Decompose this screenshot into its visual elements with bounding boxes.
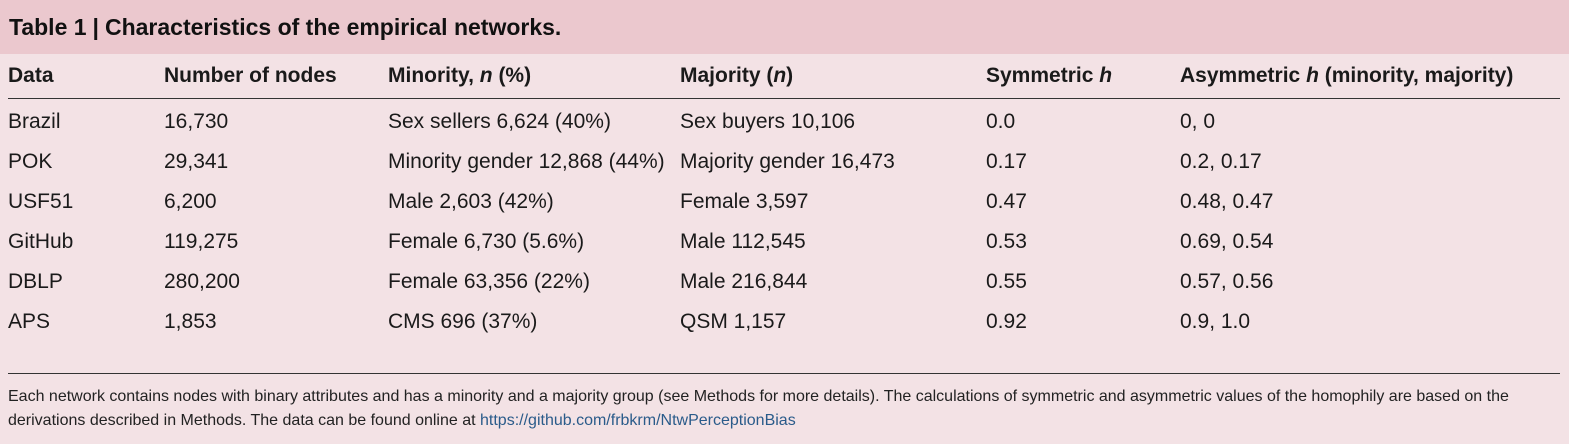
- cell-majority: Majority gender 16,473: [680, 150, 895, 173]
- cell-symmetric: 0.92: [986, 310, 1027, 333]
- cell-nodes: 29,341: [164, 150, 229, 173]
- cell-asymmetric: 0.69, 0.54: [1180, 230, 1274, 253]
- cell-minority: Female 6,730 (5.6%): [388, 230, 585, 253]
- table-header-row: Data Number of nodes Minority, n (%) Maj…: [8, 54, 1560, 99]
- cell-majority: QSM 1,157: [680, 310, 787, 333]
- cell-symmetric: 0.53: [986, 230, 1027, 253]
- asymmetric-header-suffix: (minority, majority): [1318, 64, 1514, 87]
- cell-symmetric: 0.0: [986, 110, 1016, 133]
- cell-minority: Minority gender 12,868 (44%): [388, 150, 665, 173]
- column-header-nodes: Number of nodes: [164, 54, 388, 99]
- symmetric-header-var: h: [1099, 64, 1113, 87]
- cell-symmetric: 0.55: [986, 270, 1027, 293]
- column-header-data: Data: [8, 54, 164, 99]
- column-header-asymmetric: Asymmetric h (minority, majority): [1180, 54, 1560, 99]
- cell-data: Brazil: [8, 110, 61, 133]
- table-row: GitHub 119,275 Female 6,730 (5.6%) Male …: [8, 221, 1560, 261]
- cell-data: APS: [8, 310, 51, 333]
- minority-header-suffix: (%): [492, 64, 532, 87]
- majority-header-suffix: ): [786, 64, 794, 87]
- cell-nodes: 16,730: [164, 110, 229, 133]
- table-footnote: Each network contains nodes with binary …: [8, 385, 1560, 433]
- cell-asymmetric: 0, 0: [1180, 110, 1216, 133]
- cell-nodes: 1,853: [164, 310, 217, 333]
- table-row: DBLP 280,200 Female 63,356 (22%) Male 21…: [8, 261, 1560, 301]
- cell-nodes: 6,200: [164, 190, 217, 213]
- table-row: POK 29,341 Minority gender 12,868 (44%) …: [8, 141, 1560, 181]
- symmetric-header-prefix: Symmetric: [986, 64, 1100, 87]
- cell-majority: Male 112,545: [680, 230, 806, 253]
- column-header-majority: Majority (n): [680, 54, 986, 99]
- cell-nodes: 119,275: [164, 230, 239, 253]
- cell-minority: Male 2,603 (42%): [388, 190, 554, 213]
- table-title: Table 1 | Characteristics of the empirical…: [0, 0, 1569, 54]
- cell-data: USF51: [8, 190, 74, 213]
- table-row: Brazil 16,730 Sex sellers 6,624 (40%) Se…: [8, 99, 1560, 142]
- majority-header-var: n: [773, 64, 787, 87]
- cell-data: GitHub: [8, 230, 74, 253]
- table-bottom-rule: [8, 373, 1560, 374]
- cell-asymmetric: 0.57, 0.56: [1180, 270, 1274, 293]
- footnote-link[interactable]: https://github.com/frbkrm/NtwPerceptionB…: [480, 412, 796, 429]
- cell-minority: Sex sellers 6,624 (40%): [388, 110, 611, 133]
- cell-data: DBLP: [8, 270, 63, 293]
- table-label: Table 1: [9, 13, 87, 40]
- cell-nodes: 280,200: [164, 270, 240, 293]
- cell-symmetric: 0.17: [986, 150, 1027, 173]
- table-row: USF51 6,200 Male 2,603 (42%) Female 3,59…: [8, 181, 1560, 221]
- cell-symmetric: 0.47: [986, 190, 1027, 213]
- cell-minority: CMS 696 (37%): [388, 310, 538, 333]
- asymmetric-header-var: h: [1306, 64, 1319, 87]
- cell-asymmetric: 0.2, 0.17: [1180, 150, 1262, 173]
- asymmetric-header-prefix: Asymmetric: [1180, 64, 1307, 87]
- column-header-symmetric: Symmetric h: [986, 54, 1180, 99]
- cell-asymmetric: 0.48, 0.47: [1180, 190, 1274, 213]
- characteristics-table: Data Number of nodes Minority, n (%) Maj…: [8, 54, 1560, 340]
- cell-majority: Female 3,597: [680, 190, 809, 213]
- minority-header-var: n: [479, 64, 493, 87]
- column-header-minority: Minority, n (%): [388, 54, 680, 99]
- cell-majority: Sex buyers 10,106: [680, 110, 856, 133]
- table-title-text: Characteristics of the empirical network…: [104, 13, 562, 40]
- cell-minority: Female 63,356 (22%): [388, 270, 590, 293]
- table-row: APS 1,853 CMS 696 (37%) QSM 1,157 0.92 0…: [8, 301, 1560, 340]
- title-separator: |: [92, 13, 99, 40]
- cell-asymmetric: 0.9, 1.0: [1180, 310, 1251, 333]
- cell-data: POK: [8, 150, 53, 173]
- majority-header-prefix: Majority (: [680, 64, 774, 87]
- cell-majority: Male 216,844: [680, 270, 808, 293]
- minority-header-prefix: Minority,: [388, 64, 480, 87]
- footnote-text: Each network contains nodes with binary …: [8, 388, 1509, 429]
